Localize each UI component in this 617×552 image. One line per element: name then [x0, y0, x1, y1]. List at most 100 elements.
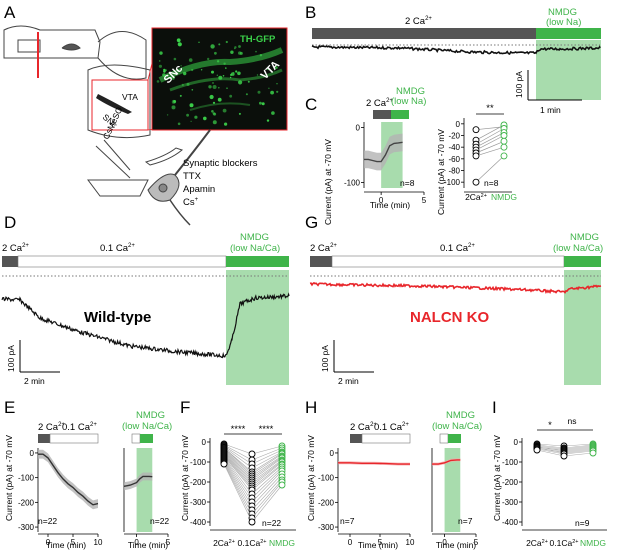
g-scale-y-label: 100 pA — [320, 345, 330, 372]
x-tick-label: 10 — [94, 538, 103, 547]
gfp-cell — [209, 94, 214, 100]
gfp-cell — [216, 74, 218, 76]
b-bar-nmdg — [536, 28, 601, 39]
gfp-cell — [179, 94, 182, 97]
gfp-cell — [162, 73, 166, 77]
point-nmdg — [500, 137, 508, 145]
y-tick-label: -200 — [502, 478, 519, 487]
drug-apamin: Apamin — [183, 184, 215, 195]
c-nmdg-sub: (low Na) — [391, 96, 426, 107]
y-tick-label: -300 — [502, 498, 519, 507]
drug-ttx: TTX — [183, 171, 202, 182]
gfp-cell — [200, 69, 203, 71]
y-tick-label: -300 — [190, 498, 207, 507]
data-point — [248, 450, 256, 458]
point-2ca — [472, 126, 480, 134]
gfp-cell — [218, 43, 221, 46]
gfp-cell — [217, 97, 222, 102]
e-left-plot: 0 -100 -200 -300 0 5 10 — [18, 448, 103, 547]
x-tick-label: 5 — [71, 538, 76, 547]
gfp-cell — [255, 50, 257, 53]
y-tick-label: -100 — [190, 458, 207, 467]
gfp-cell — [224, 122, 228, 126]
c-n-left: n=8 — [400, 178, 415, 188]
mean-line — [338, 462, 410, 465]
gfp-cell — [212, 112, 216, 115]
g-trace-label: NALCN KO — [410, 309, 489, 326]
gfp-cell — [210, 44, 215, 49]
brain-schematic — [3, 25, 147, 80]
c-bar-2ca — [373, 110, 391, 119]
gfp-cell — [235, 70, 238, 73]
y-tick-label: -400 — [190, 518, 207, 527]
gfp-cell — [158, 64, 162, 68]
b-bar-ca-label: 2 Ca2+ — [405, 16, 432, 27]
x-tick-label: 5 — [378, 538, 383, 547]
h-bar2-01ca — [439, 433, 449, 444]
x-tick-label: 5 — [166, 538, 171, 547]
y-tick-label: -100 — [344, 179, 361, 188]
g-nmdg-sub: (low Na/Ca) — [553, 243, 603, 254]
i-cat-1: 2Ca2+ — [526, 538, 548, 548]
h-nmdg-shade — [444, 448, 461, 532]
gfp-cell — [270, 90, 274, 95]
y-tick-label: 0 — [356, 124, 361, 133]
e-bar-2ca — [38, 434, 50, 443]
g-bar-ca1-label: 2 Ca2+ — [310, 243, 337, 254]
pair-line — [475, 135, 505, 151]
b-trace — [311, 45, 601, 56]
data-point — [220, 460, 228, 468]
data-point — [589, 449, 597, 457]
y-tick-label: 0 — [456, 120, 461, 129]
gfp-cell — [230, 50, 234, 54]
panel-label-i: I — [492, 398, 497, 417]
x-tick-label: 10 — [406, 538, 415, 547]
x-tick-label: 0 — [348, 538, 353, 547]
data-point — [248, 518, 256, 526]
i-plot: 0 -100 -200 -300 -400 — [502, 429, 607, 531]
gfp-cell — [218, 75, 223, 80]
b-nmdg-label: NMDG — [548, 7, 577, 18]
g-bar-nmdg — [564, 256, 601, 267]
gfp-cell — [261, 102, 265, 106]
i-sig-2: ns — [568, 416, 577, 426]
coronal-slice: SNc VTA — [87, 64, 151, 139]
c-cat-2: NMDG — [491, 192, 517, 202]
h-xlabel-2: Time (min) — [436, 540, 476, 550]
point-nmdg — [500, 143, 508, 151]
e-bar-ca2-label: 0.1 Ca2+ — [62, 422, 97, 433]
d-scale-x-label: 2 min — [24, 376, 45, 386]
gfp-cell — [257, 90, 261, 94]
b-bar-2ca — [312, 28, 536, 39]
panel-label-a: A — [4, 3, 16, 22]
gfp-cell — [238, 80, 243, 85]
d-trace-label: Wild-type — [84, 309, 151, 326]
point-nmdg — [500, 152, 508, 160]
gfp-cell — [163, 68, 166, 72]
panel-label-f: F — [180, 398, 190, 417]
b-scale-x-label: 1 min — [540, 105, 561, 115]
y-tick-label: -40 — [448, 143, 460, 152]
point-2ca — [472, 152, 480, 160]
gfp-cell — [247, 80, 250, 83]
f-n: n=22 — [262, 518, 281, 528]
gfp-cell — [238, 112, 241, 115]
h-bar-2ca — [350, 434, 362, 443]
gfp-cell — [176, 38, 181, 43]
gfp-cell — [203, 116, 207, 121]
y-tick-label: -100 — [18, 474, 35, 483]
gfp-cell — [259, 54, 263, 57]
gfp-cell — [211, 70, 214, 74]
c-sig: ** — [486, 103, 494, 114]
gfp-cell — [194, 115, 198, 119]
panel-label-e: E — [4, 398, 15, 417]
d-scale-bar — [19, 340, 60, 373]
y-tick-label: -400 — [502, 518, 519, 527]
y-tick-label: -100 — [318, 474, 335, 483]
c-left-plot: 0 -100 0 5 — [344, 122, 427, 205]
gfp-cell — [222, 75, 225, 77]
pair-line — [475, 128, 505, 145]
gfp-cell — [183, 71, 187, 76]
